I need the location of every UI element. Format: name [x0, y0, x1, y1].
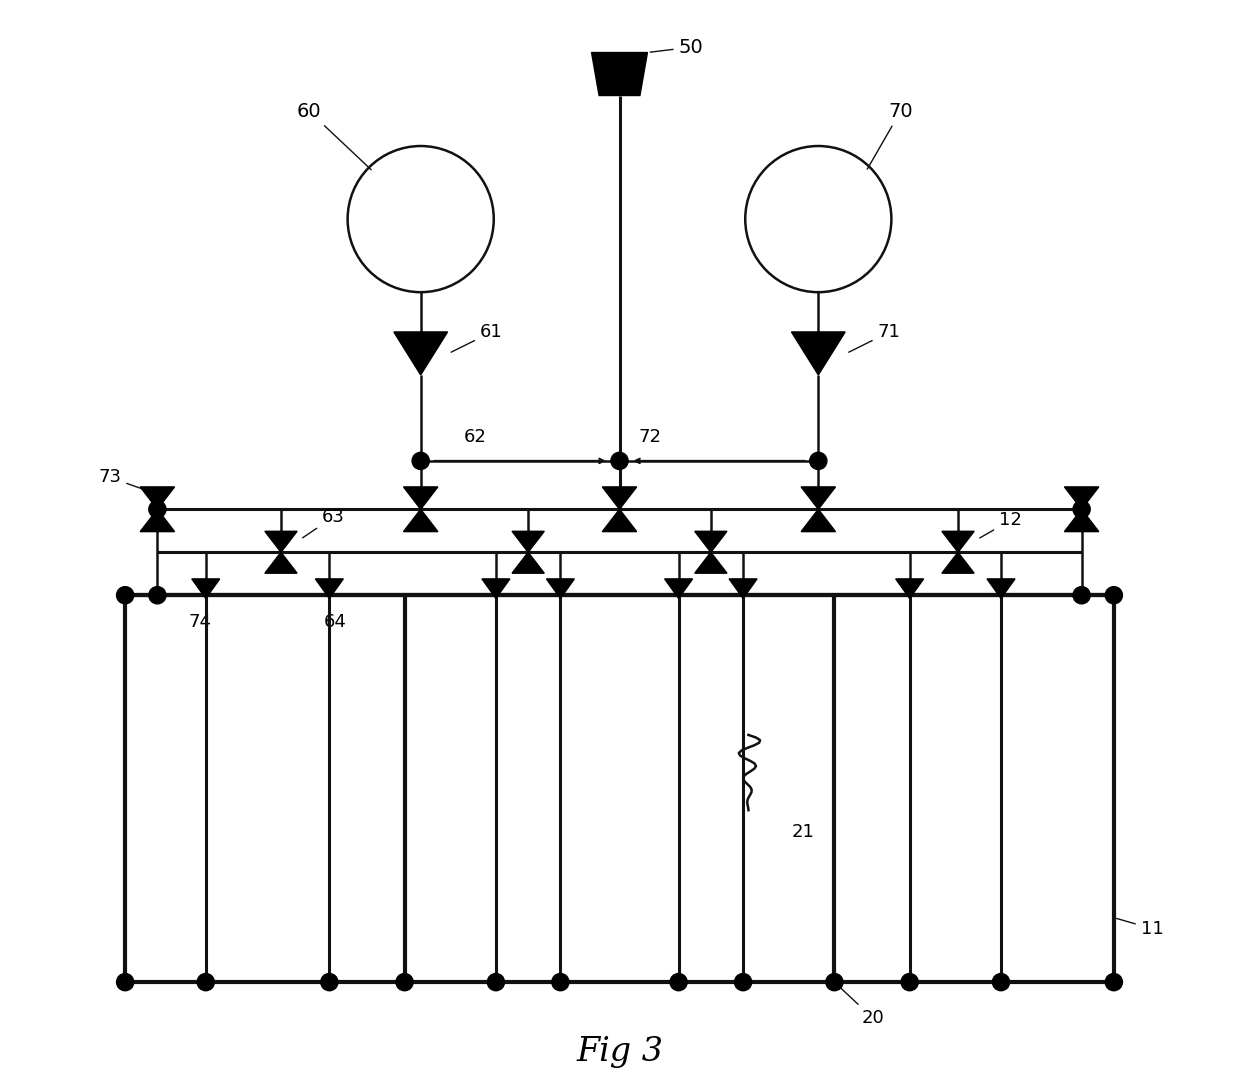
Circle shape [321, 974, 338, 991]
Polygon shape [1064, 509, 1099, 532]
Polygon shape [729, 579, 757, 599]
Polygon shape [602, 487, 637, 509]
Polygon shape [404, 509, 437, 532]
Bar [125, 596, 1114, 982]
Circle shape [149, 587, 166, 604]
Circle shape [413, 453, 429, 470]
Circle shape [1073, 500, 1090, 518]
Text: 63: 63 [302, 508, 344, 538]
Circle shape [487, 974, 504, 991]
Polygon shape [802, 509, 835, 532]
Polygon shape [512, 532, 544, 552]
Polygon shape [695, 552, 727, 573]
Circle shape [1105, 974, 1123, 991]
Polygon shape [265, 552, 297, 573]
Text: 12: 12 [980, 511, 1022, 538]
Polygon shape [942, 532, 974, 552]
Polygon shape [942, 552, 974, 573]
Polygon shape [404, 487, 437, 509]
Text: 50: 50 [650, 38, 704, 56]
Polygon shape [664, 579, 693, 599]
Polygon shape [192, 579, 219, 599]
Text: 61: 61 [451, 324, 503, 352]
Text: 21: 21 [792, 823, 814, 841]
Polygon shape [140, 509, 175, 532]
Polygon shape [896, 579, 923, 599]
Polygon shape [394, 332, 447, 375]
Polygon shape [695, 532, 727, 552]
Text: 71: 71 [849, 324, 901, 352]
Polygon shape [792, 332, 845, 375]
Circle shape [197, 974, 214, 991]
Text: 70: 70 [867, 102, 913, 169]
Polygon shape [987, 579, 1015, 599]
Circle shape [116, 974, 134, 991]
Polygon shape [602, 509, 637, 532]
Circle shape [826, 974, 843, 991]
Polygon shape [512, 552, 544, 573]
Circle shape [810, 453, 826, 470]
Circle shape [1105, 587, 1123, 604]
Text: 74: 74 [188, 613, 212, 631]
Circle shape [149, 500, 166, 518]
Circle shape [992, 974, 1010, 991]
Polygon shape [546, 579, 575, 599]
Circle shape [611, 453, 628, 470]
Polygon shape [265, 532, 297, 552]
Text: 62: 62 [463, 428, 487, 445]
Circle shape [670, 974, 688, 991]
Text: 72: 72 [639, 428, 662, 445]
Text: 60: 60 [297, 102, 372, 170]
Text: Fig 3: Fig 3 [576, 1036, 663, 1068]
Text: 64: 64 [323, 613, 346, 631]
Circle shape [901, 974, 918, 991]
Polygon shape [802, 487, 835, 509]
Circle shape [735, 974, 752, 991]
Polygon shape [140, 487, 175, 509]
Polygon shape [482, 579, 510, 599]
Text: 20: 20 [836, 984, 885, 1027]
Polygon shape [1064, 487, 1099, 509]
Text: 11: 11 [1116, 918, 1163, 938]
Polygon shape [591, 53, 648, 95]
Polygon shape [316, 579, 343, 599]
Circle shape [396, 974, 413, 991]
Text: 73: 73 [98, 468, 155, 493]
Circle shape [116, 587, 134, 604]
Circle shape [551, 974, 569, 991]
Circle shape [1073, 587, 1090, 604]
